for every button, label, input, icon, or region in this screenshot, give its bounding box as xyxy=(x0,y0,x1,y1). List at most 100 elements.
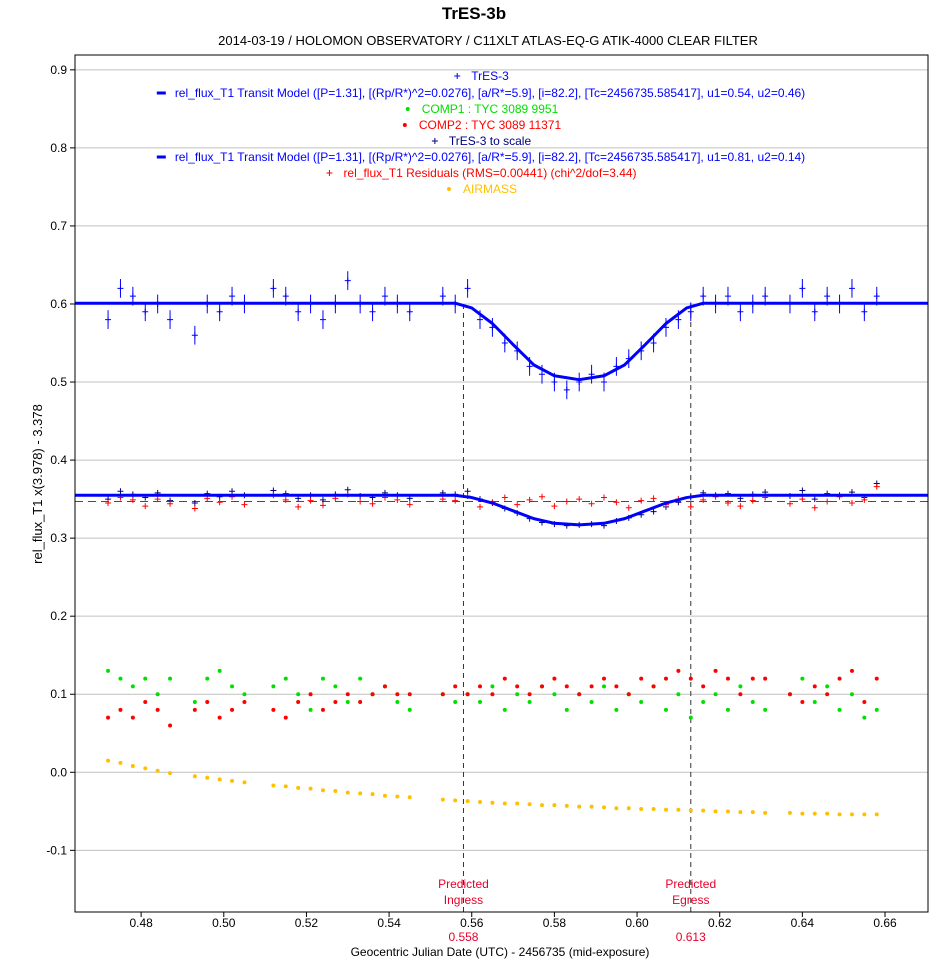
plus-marker xyxy=(526,496,533,503)
data-point xyxy=(358,700,363,705)
data-point xyxy=(370,692,375,697)
data-point xyxy=(130,764,135,769)
data-point xyxy=(600,494,607,501)
legend-item: rel_flux_T1 Transit Model ([P=1.31], [(R… xyxy=(156,150,805,164)
data-point xyxy=(799,279,806,298)
data-point xyxy=(576,496,583,503)
plus-marker xyxy=(539,493,546,500)
data-point xyxy=(613,499,620,506)
plus-marker xyxy=(563,498,570,505)
plus-marker xyxy=(191,500,198,507)
x-tick-label: 0.52 xyxy=(295,916,319,930)
data-point xyxy=(663,707,668,712)
data-point xyxy=(155,768,160,773)
data-point xyxy=(750,700,755,705)
data-point xyxy=(320,676,325,681)
data-point xyxy=(502,676,507,681)
plus-marker xyxy=(191,505,198,512)
legend-plus-icon xyxy=(454,73,461,79)
data-point xyxy=(154,496,161,503)
data-point xyxy=(407,707,412,712)
data-point xyxy=(319,310,326,329)
data-point xyxy=(614,684,619,689)
plus-marker xyxy=(154,496,161,503)
data-point xyxy=(216,499,223,506)
data-point xyxy=(283,784,288,789)
data-point xyxy=(217,777,222,782)
plus-marker xyxy=(786,500,793,507)
data-point xyxy=(639,806,644,811)
data-point xyxy=(345,692,350,697)
data-point xyxy=(117,279,124,298)
data-point xyxy=(453,798,458,803)
data-point xyxy=(848,279,855,298)
data-point xyxy=(283,715,288,720)
data-point xyxy=(701,684,706,689)
plus-marker xyxy=(576,496,583,503)
data-point xyxy=(452,497,459,504)
data-point xyxy=(105,500,112,507)
data-point xyxy=(551,503,558,510)
data-point xyxy=(811,302,818,322)
data-point xyxy=(701,700,706,705)
data-point xyxy=(382,793,387,798)
plot-frame xyxy=(74,54,929,913)
data-point xyxy=(143,676,148,681)
data-point xyxy=(701,808,706,813)
legend-label: AIRMASS xyxy=(463,182,517,196)
data-point xyxy=(552,803,557,808)
data-point xyxy=(118,760,123,765)
data-point xyxy=(713,809,718,814)
data-point xyxy=(527,692,532,697)
legend-plus-icon xyxy=(431,138,438,144)
legend-label: COMP2 : TYC 3089 11371 xyxy=(419,118,562,132)
legend-item: rel_flux_T1 Residuals (RMS=0.00441) (chi… xyxy=(326,166,637,180)
legend-label: COMP1 : TYC 3089 9951 xyxy=(422,102,559,116)
data-marks: Predicted Ingress 0.558 Predicted Egress 0.61… xyxy=(75,271,928,944)
data-point xyxy=(106,668,111,673)
data-point xyxy=(168,723,173,728)
data-point xyxy=(464,279,471,298)
y-tick-label: 0.6 xyxy=(50,297,67,311)
data-point xyxy=(118,707,123,712)
legend-item: AIRMASS xyxy=(446,182,517,196)
plus-marker xyxy=(394,496,401,503)
x-tick-label: 0.54 xyxy=(377,916,401,930)
data-point xyxy=(168,771,173,776)
data-point xyxy=(786,500,793,507)
data-point xyxy=(490,692,495,697)
plus-marker xyxy=(295,503,302,510)
data-point xyxy=(862,812,867,817)
data-point xyxy=(738,684,743,689)
data-point xyxy=(453,684,458,689)
data-point xyxy=(230,778,235,783)
plus-marker xyxy=(142,503,149,510)
x-tick-label: 0.50 xyxy=(212,916,236,930)
data-point xyxy=(651,806,656,811)
data-point xyxy=(205,676,210,681)
data-point xyxy=(205,700,210,705)
data-point xyxy=(241,501,248,508)
plus-marker xyxy=(749,497,756,504)
plus-marker xyxy=(229,488,236,495)
data-point xyxy=(873,483,880,490)
legend-label: rel_flux_T1 Transit Model ([P=1.31], [(R… xyxy=(175,86,805,100)
data-point xyxy=(230,684,235,689)
data-point xyxy=(155,692,160,697)
data-point xyxy=(490,800,495,805)
data-point xyxy=(812,684,817,689)
legend-item: TrES-3 xyxy=(454,69,509,83)
data-point xyxy=(625,504,632,511)
legend-item: rel_flux_T1 Transit Model ([P=1.31], [(R… xyxy=(156,86,805,100)
legend-item: TrES-3 to scale xyxy=(431,134,531,148)
data-point xyxy=(848,500,855,507)
plus-marker xyxy=(799,496,806,503)
data-point xyxy=(216,302,223,322)
data-point xyxy=(382,684,387,689)
plus-marker xyxy=(737,503,744,510)
data-point xyxy=(271,684,276,689)
chart-subtitle: 2014-03-19 / HOLOMON OBSERVATORY / C11XL… xyxy=(218,33,758,48)
plus-marker xyxy=(501,494,508,501)
y-tick-label: 0.9 xyxy=(50,63,67,77)
data-point xyxy=(849,812,854,817)
